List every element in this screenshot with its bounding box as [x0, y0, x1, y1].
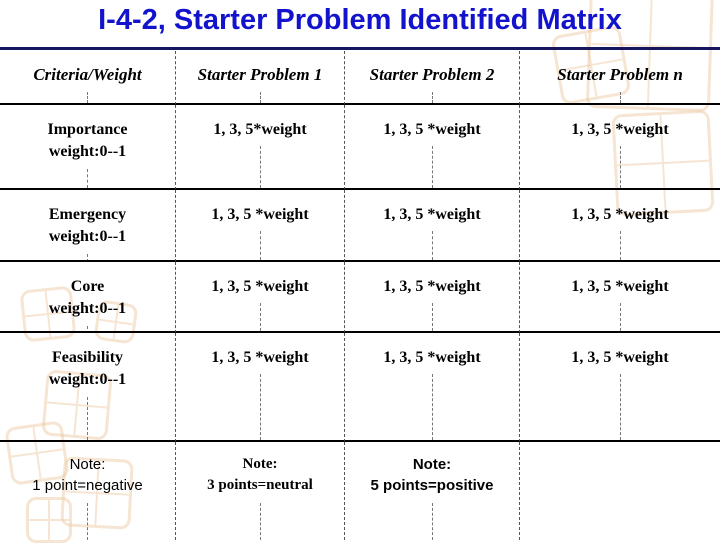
value-cell: 1, 3, 5 *weight	[520, 190, 720, 262]
criteria-weight: weight:0--1	[48, 142, 127, 160]
cell-divider	[619, 374, 621, 440]
column-header-label: Starter Problem 2	[369, 65, 495, 84]
column-header-problem-1: Starter Problem 1	[176, 51, 345, 105]
cell-divider	[87, 397, 88, 440]
cell-divider	[431, 92, 433, 103]
cell-divider	[431, 374, 433, 440]
cell-divider	[431, 231, 433, 260]
cell-value: 1, 3, 5 *weight	[571, 121, 669, 138]
value-cell: 1, 3, 5 *weight	[176, 190, 345, 262]
criteria-name: Emergency	[48, 206, 127, 223]
column-header-problem-2: Starter Problem 2	[345, 51, 520, 105]
cell-divider	[87, 92, 88, 103]
cell-value: 1, 3, 5 *weight	[571, 206, 669, 223]
matrix-table: Criteria/Weight Starter Problem 1 Starte…	[0, 51, 720, 540]
cell-divider	[259, 92, 261, 103]
cell-divider	[619, 92, 621, 103]
value-cell: 1, 3, 5 *weight	[520, 333, 720, 442]
criteria-cell-core: Core weight:0--1	[0, 262, 176, 333]
column-header-problem-n: Starter Problem n	[520, 51, 720, 105]
cell-value: 1, 3, 5 *weight	[211, 349, 309, 366]
value-cell: 1, 3, 5 *weight	[520, 105, 720, 190]
cell-divider	[259, 231, 261, 260]
cell-value: 1, 3, 5 *weight	[571, 278, 669, 295]
criteria-weight: weight:0--1	[48, 370, 127, 388]
cell-value: 1, 3, 5 *weight	[383, 349, 481, 366]
cell-divider	[619, 231, 621, 260]
cell-value: 1, 3, 5 *weight	[571, 349, 669, 366]
note-text: 5 points=positive	[370, 477, 494, 494]
cell-value: 1, 3, 5 *weight	[211, 278, 309, 295]
value-cell: 1, 3, 5 *weight	[345, 105, 520, 190]
cell-divider	[259, 146, 261, 188]
cell-value: 1, 3, 5 *weight	[211, 206, 309, 223]
note-cell-positive: Note: 5 points=positive	[345, 442, 520, 540]
note-label: Note:	[69, 456, 106, 473]
column-header-criteria: Criteria/Weight	[0, 51, 176, 105]
cell-divider	[259, 374, 261, 440]
cell-divider	[431, 503, 433, 540]
cell-divider	[259, 503, 261, 540]
note-cell-neutral: Note: 3 points=neutral	[176, 442, 345, 540]
note-text: 1 point=negative	[32, 477, 143, 494]
value-cell: 1, 3, 5 *weight	[345, 190, 520, 262]
cell-value: 1, 3, 5 *weight	[383, 121, 481, 138]
cell-value: 1, 3, 5 *weight	[383, 278, 481, 295]
cell-divider	[87, 503, 88, 540]
cell-divider	[87, 326, 88, 331]
note-label: Note:	[412, 456, 452, 473]
criteria-name: Core	[70, 278, 105, 295]
column-header-label: Starter Problem n	[557, 65, 683, 84]
criteria-name: Feasibility	[51, 349, 124, 366]
cell-divider	[619, 146, 621, 188]
value-cell: 1, 3, 5 *weight	[345, 333, 520, 442]
criteria-name: Importance	[47, 121, 128, 138]
cell-divider	[431, 146, 433, 188]
title-underline	[0, 47, 720, 50]
note-cell-negative: Note: 1 point=negative	[0, 442, 176, 540]
criteria-cell-importance: Importance weight:0--1	[0, 105, 176, 190]
cell-divider	[87, 254, 88, 260]
cell-divider	[431, 303, 433, 331]
value-cell: 1, 3, 5*weight	[176, 105, 345, 190]
criteria-weight: weight:0--1	[48, 227, 127, 245]
cell-divider	[619, 303, 621, 331]
value-cell: 1, 3, 5 *weight	[345, 262, 520, 333]
cell-value: 1, 3, 5*weight	[213, 121, 307, 138]
column-header-label: Starter Problem 1	[197, 65, 323, 84]
page-title: I-4-2, Starter Problem Identified Matrix	[98, 4, 622, 36]
cell-divider	[259, 303, 261, 331]
value-cell: 1, 3, 5 *weight	[176, 333, 345, 442]
note-cell-empty	[520, 442, 720, 540]
cell-divider	[87, 169, 88, 188]
note-label: Note:	[242, 456, 278, 472]
criteria-weight: weight:0--1	[48, 299, 127, 317]
value-cell: 1, 3, 5 *weight	[176, 262, 345, 333]
note-text: 3 points=neutral	[207, 477, 313, 493]
value-cell: 1, 3, 5 *weight	[520, 262, 720, 333]
criteria-cell-feasibility: Feasibility weight:0--1	[0, 333, 176, 442]
criteria-cell-emergency: Emergency weight:0--1	[0, 190, 176, 262]
column-header-label: Criteria/Weight	[33, 65, 142, 84]
cell-value: 1, 3, 5 *weight	[383, 206, 481, 223]
